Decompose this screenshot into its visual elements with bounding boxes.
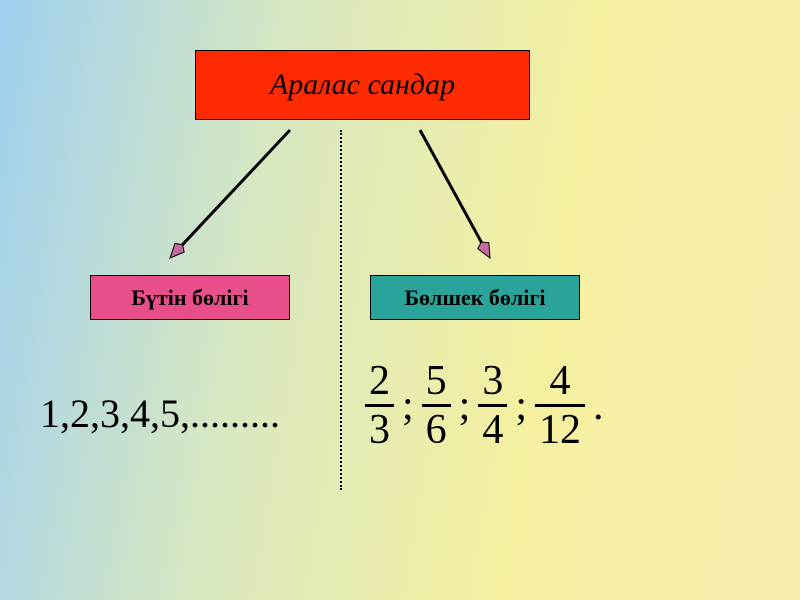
fraction-denominator: 12: [535, 409, 585, 451]
fraction-denominator: 6: [422, 409, 451, 451]
fraction-numerator: 5: [422, 360, 451, 402]
label-right-text: Бөлшек бөлігі: [405, 285, 546, 311]
label-left: Бүтін бөлігі: [90, 275, 290, 320]
fraction-separator: ;: [459, 382, 471, 430]
integers-text: 1,2,3,4,5,.........: [40, 391, 280, 436]
dotted-divider: [340, 130, 342, 490]
arrow-right-line: [420, 130, 484, 247]
fraction-numerator: 2: [365, 360, 394, 402]
arrow-right: [406, 116, 504, 272]
arrow-left-line: [179, 130, 290, 249]
fraction-separator: ;: [402, 382, 414, 430]
integers-example: 1,2,3,4,5,.........: [40, 390, 280, 437]
title-text: Аралас сандар: [270, 68, 455, 102]
slide-canvas: Аралас сандар Бүтін бөлігі Бөлшек бөлігі…: [0, 0, 800, 600]
fraction-numerator: 4: [546, 360, 575, 402]
arrow-left-head: [170, 243, 184, 258]
fraction-terminator: .: [593, 382, 604, 430]
fraction-denominator: 3: [365, 409, 394, 451]
title-box: Аралас сандар: [195, 50, 530, 120]
arrow-left: [156, 116, 304, 272]
fraction-separator: ;: [515, 382, 527, 430]
fraction-denominator: 4: [478, 409, 507, 451]
label-left-text: Бүтін бөлігі: [131, 285, 248, 311]
fraction: 34: [478, 360, 507, 451]
fraction-numerator: 3: [478, 360, 507, 402]
fraction: 56: [422, 360, 451, 451]
fraction: 23: [365, 360, 394, 451]
fraction: 412: [535, 360, 585, 451]
arrow-right-head: [478, 242, 490, 258]
label-right: Бөлшек бөлігі: [370, 275, 580, 320]
fractions-example: 23;56;34;412.: [365, 360, 612, 451]
